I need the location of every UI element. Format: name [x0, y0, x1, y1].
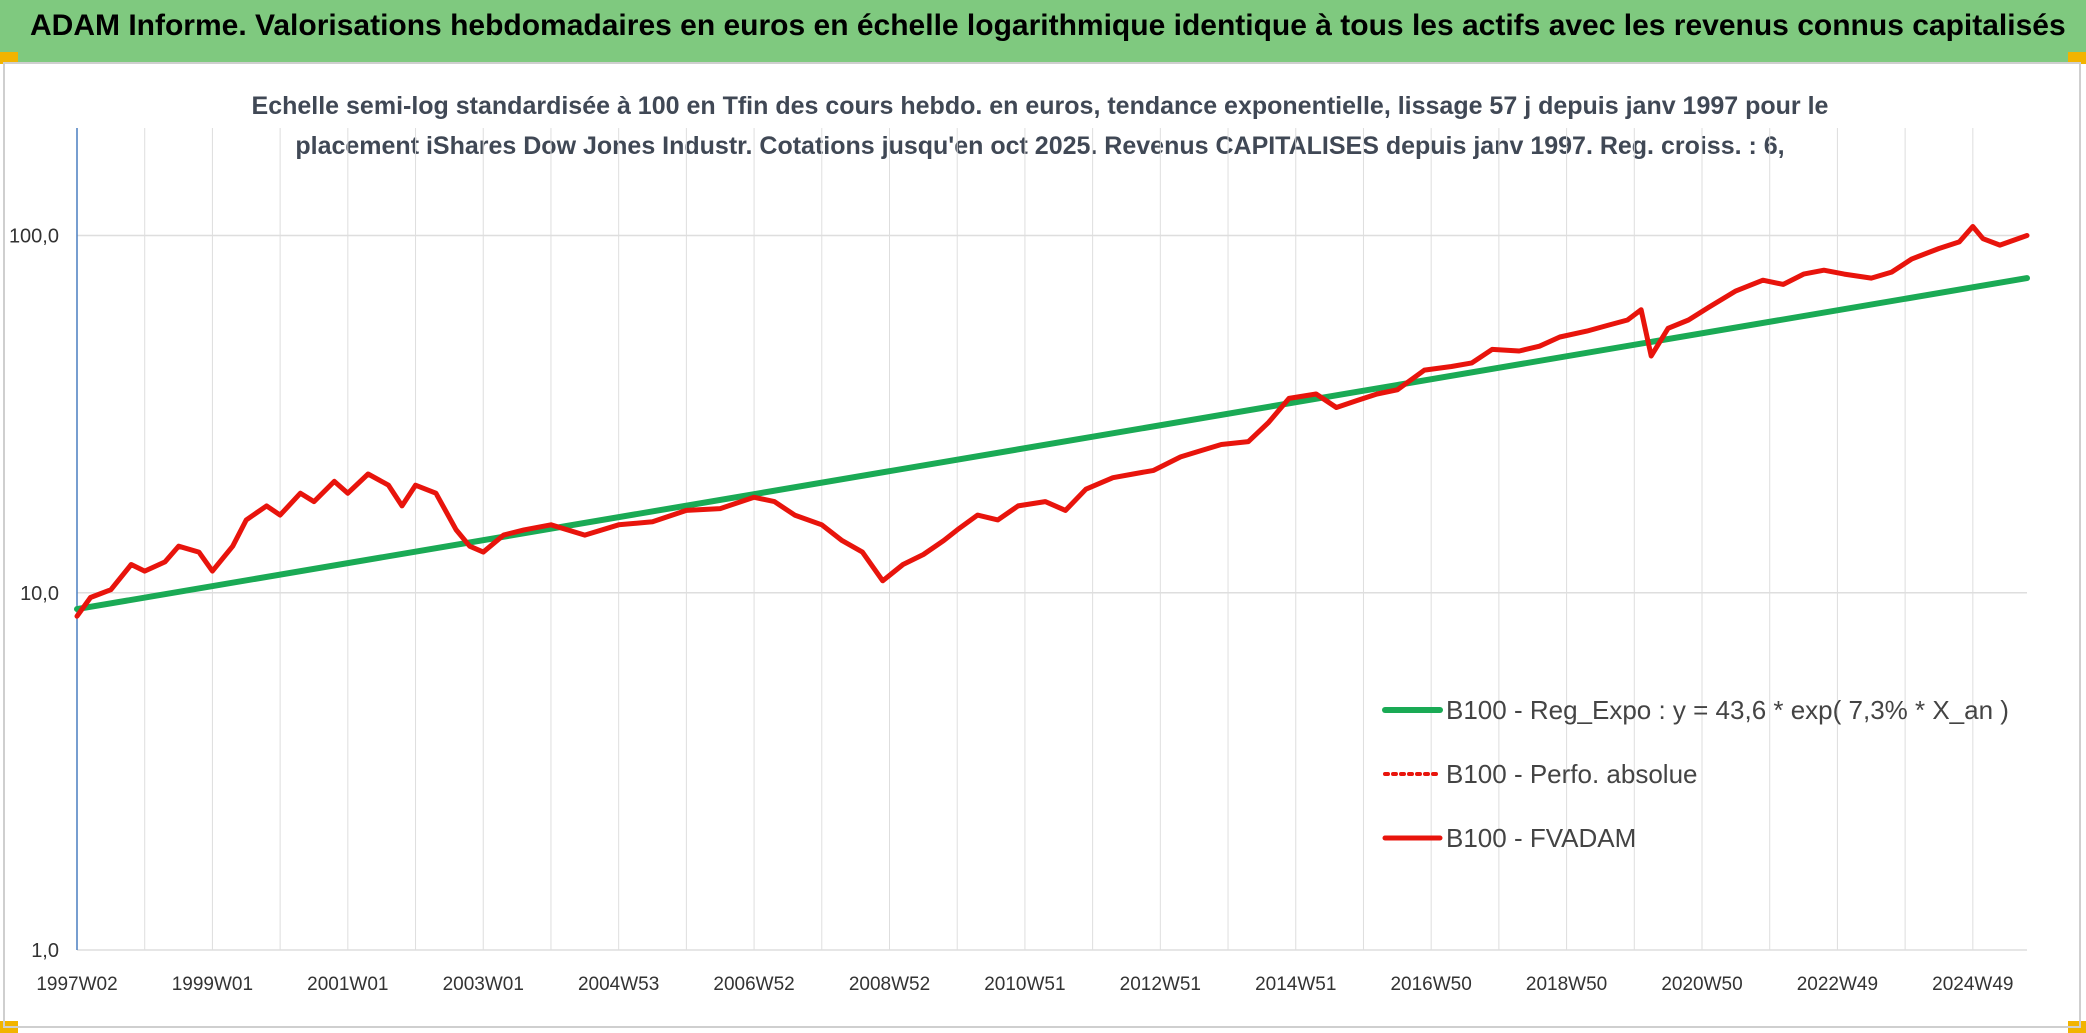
report-title: ADAM Informe. Valorisations hebdomadaire…	[30, 9, 2066, 42]
x-tick-label: 2012W51	[1120, 974, 1201, 995]
x-tick-label: 2020W50	[1661, 974, 1742, 995]
legend: B100 - Reg_Expo : y = 43,6 * exp( 7,3% *…	[1382, 695, 2009, 853]
x-tick-label: 2014W51	[1255, 974, 1336, 995]
y-tick-label: 10,0	[20, 583, 59, 605]
y-tick-label: 1,0	[31, 940, 59, 962]
x-tick-label: 2018W50	[1526, 974, 1607, 995]
legend-label-2: B100 - FVADAM	[1446, 823, 1636, 853]
chart-title: Echelle semi-log standardisée à 100 en T…	[251, 92, 1829, 160]
legend-label-0: B100 - Reg_Expo : y = 43,6 * exp( 7,3% *…	[1446, 695, 2009, 725]
x-tick-label: 2008W52	[849, 974, 930, 995]
series-layer	[74, 224, 2030, 619]
chart-frame	[3, 62, 2081, 1028]
x-tick-label: 2001W01	[307, 974, 388, 995]
x-tick-label: 2022W49	[1797, 974, 1878, 995]
x-tick-label: 2010W51	[984, 974, 1065, 995]
y-tick-label: 100,0	[9, 226, 59, 248]
x-tick-label: 1997W02	[36, 974, 117, 995]
x-tick-label: 2003W01	[443, 974, 524, 995]
corner-marker-top-right	[2068, 52, 2086, 64]
corner-marker-top-left	[0, 52, 18, 64]
x-tick-label: 2016W50	[1390, 974, 1471, 995]
x-tick-label: 1999W01	[172, 974, 253, 995]
x-tick-label: 2004W53	[578, 974, 659, 995]
legend-label-1: B100 - Perfo. absolue	[1446, 759, 1698, 789]
x-tick-label: 2024W49	[1932, 974, 2013, 995]
x-tick-label: 2006W52	[713, 974, 794, 995]
series-line-0	[74, 275, 2030, 613]
axis-layer: 1,0 10,0 100,0 1997W02 1999W01 2001W01 2003W01…	[9, 128, 2014, 995]
report-banner: ADAM Informe. Valorisations hebdomadaire…	[0, 0, 2086, 62]
series-line-2	[74, 224, 2030, 619]
grid-layer	[76, 128, 2027, 951]
